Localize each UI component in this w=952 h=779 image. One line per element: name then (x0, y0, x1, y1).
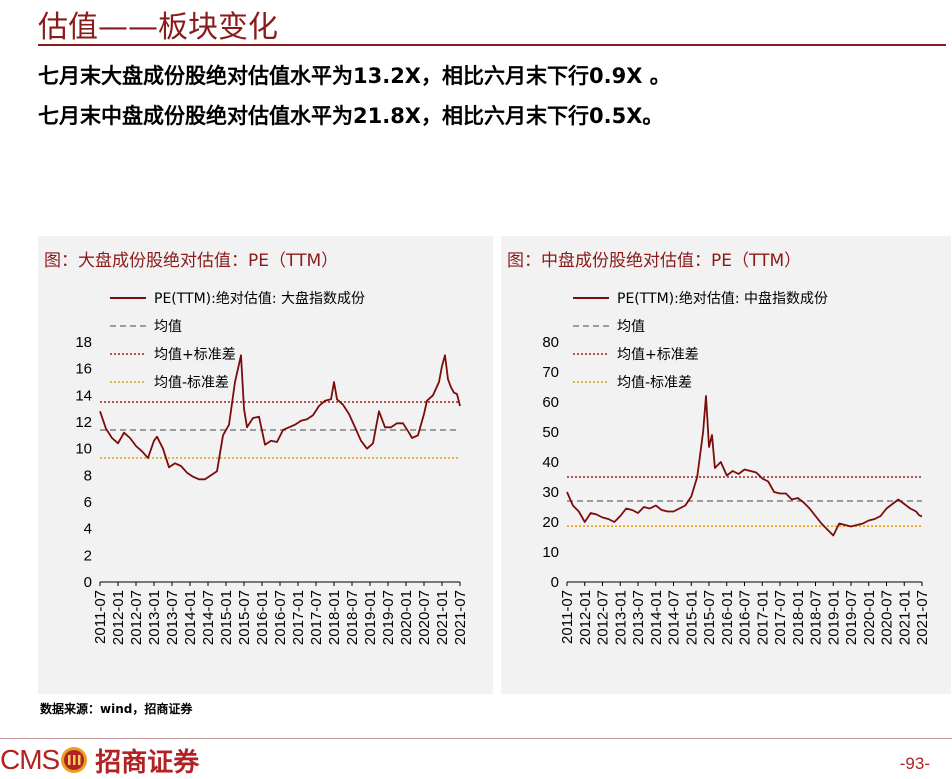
x-tick-label: 2014-07 (200, 590, 217, 645)
y-tick-label: 80 (542, 334, 559, 351)
y-tick-label: 20 (542, 514, 559, 531)
pe-series-line (566, 395, 923, 537)
x-tick-label: 2017-01 (290, 590, 307, 645)
x-tick-label: 2016-01 (254, 590, 271, 645)
x-tick-label: 2017-07 (772, 590, 789, 645)
y-tick-label: 0 (551, 574, 559, 591)
x-tick-label: 2015-07 (236, 590, 253, 645)
legend-series-label: PE(TTM):绝对估值: 中盘指数成份 (617, 290, 828, 307)
x-tick-label: 2019-07 (843, 590, 860, 645)
y-tick-label: 14 (75, 387, 92, 404)
x-tick-label: 2018-07 (344, 590, 361, 645)
chart-panel-mid-cap: 图：中盘成份股绝对估值：PE（TTM） 0 10 20 30 40 50 60 70 80 201… (501, 236, 951, 694)
y-tick-label: 10 (75, 441, 92, 458)
footer-divider (0, 738, 952, 739)
x-tick-label: 2019-01 (362, 590, 379, 645)
y-tick-label: 70 (542, 364, 559, 381)
chart-title: 图：中盘成份股绝对估值：PE（TTM） (507, 251, 802, 271)
y-tick-label: 50 (542, 424, 559, 441)
legend-mean-minus-std-label: 均值-标准差 (617, 375, 692, 391)
x-tick-label: 2016-01 (719, 590, 736, 645)
x-tick-label: 2020-01 (861, 590, 878, 645)
y-tick-label: 18 (75, 334, 92, 351)
x-tick-label: 2012-07 (595, 590, 612, 645)
x-tick-label: 2011-07 (559, 590, 576, 644)
x-tick-label: 2011-07 (92, 590, 109, 644)
logo-company-name: 招商证券 (95, 747, 200, 778)
x-tick-label: 2021-01 (896, 590, 913, 645)
x-tick-label: 2018-01 (326, 590, 343, 645)
headline-mid-cap: 七月末中盘成份股绝对估值水平为21.8X，相比六月末下行0.5X。 (38, 104, 664, 128)
x-tick-label: 2015-01 (683, 590, 700, 645)
y-tick-label: 12 (75, 414, 92, 431)
y-tick-label: 2 (84, 547, 92, 564)
y-tick-label: 40 (542, 454, 559, 471)
legend-mean-label: 均值 (617, 319, 645, 335)
y-tick-label: 60 (542, 394, 559, 411)
y-tick-label: 10 (542, 544, 559, 561)
legend-mean-plus-std-label: 均值+标准差 (154, 347, 236, 363)
legend-mean-label: 均值 (154, 319, 182, 335)
pe-series-line (99, 354, 461, 481)
data-source-note: 数据来源：wind，招商证券 (40, 702, 193, 716)
x-tick-label: 2019-01 (825, 590, 842, 645)
legend-mean-minus-std-label: 均值-标准差 (154, 375, 229, 391)
logo-emblem-icon (61, 747, 88, 773)
x-tick-label: 2013-01 (612, 590, 629, 645)
y-tick-label: 4 (84, 521, 92, 538)
company-logo: CMS 招商证券 (0, 742, 199, 778)
x-tick-label: 2013-07 (164, 590, 181, 645)
x-tick-label: 2015-07 (701, 590, 718, 645)
x-tick-label: 2019-07 (380, 590, 397, 645)
x-tick-label: 2015-01 (218, 590, 235, 645)
x-tick-label: 2021-07 (914, 590, 931, 645)
x-tick-label: 2018-01 (790, 590, 807, 645)
x-tick-label: 2014-01 (182, 590, 199, 645)
x-tick-label: 2021-07 (452, 590, 469, 645)
x-tick-label: 2017-07 (308, 590, 325, 645)
logo-text: CMS (0, 744, 60, 775)
x-tick-label: 2012-01 (577, 590, 594, 645)
x-tick-label: 2017-01 (754, 590, 771, 645)
x-tick-label: 2020-07 (416, 590, 433, 645)
headline-large-cap: 七月末大盘成份股绝对估值水平为13.2X，相比六月末下行0.9X 。 (38, 64, 671, 88)
x-tick-label: 2014-07 (666, 590, 683, 645)
chart-panel-large-cap: 图：大盘成份股绝对估值：PE（TTM） 0 2 4 6 8 10 12 14 16 18 2011-… (38, 236, 493, 694)
x-tick-label: 2020-07 (879, 590, 896, 645)
legend-series-label: PE(TTM):绝对估值: 大盘指数成份 (154, 290, 365, 307)
x-tick-label: 2013-07 (630, 590, 647, 645)
y-tick-label: 30 (542, 484, 559, 501)
x-tick-label: 2020-01 (398, 590, 415, 645)
x-tick-label: 2016-07 (737, 590, 754, 645)
y-tick-label: 0 (84, 574, 92, 591)
title-divider (38, 44, 946, 46)
y-tick-label: 6 (84, 494, 92, 511)
x-tick-label: 2013-01 (146, 590, 163, 645)
y-tick-label: 8 (84, 467, 92, 484)
page-number: -93- (899, 754, 930, 773)
x-tick-label: 2014-01 (648, 590, 665, 645)
page-title: 估值——板块变化 (38, 10, 278, 45)
legend-mean-plus-std-label: 均值+标准差 (617, 347, 699, 363)
x-tick-label: 2012-07 (128, 590, 145, 645)
x-tick-label: 2018-07 (808, 590, 825, 645)
x-tick-label: 2012-01 (110, 590, 127, 645)
chart-title: 图：大盘成份股绝对估值：PE（TTM） (44, 251, 339, 271)
x-tick-label: 2016-07 (272, 590, 289, 645)
x-tick-label: 2021-01 (434, 590, 451, 645)
y-tick-label: 16 (75, 361, 92, 378)
